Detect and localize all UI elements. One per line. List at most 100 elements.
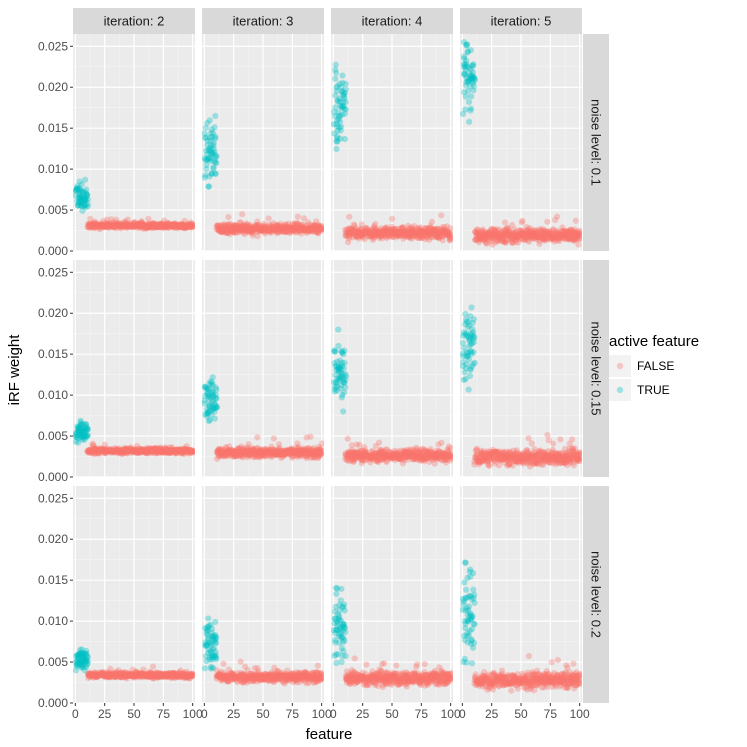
point-active	[204, 119, 211, 127]
point-inactive	[358, 232, 366, 239]
point-inactive	[304, 219, 312, 226]
point-inactive	[264, 450, 271, 457]
points	[73, 417, 195, 458]
point-inactive	[157, 221, 164, 228]
point-inactive	[541, 230, 548, 237]
point-inactive	[522, 234, 529, 241]
point-inactive	[389, 449, 396, 457]
point-inactive	[311, 222, 319, 229]
point-inactive	[431, 451, 438, 458]
point-inactive	[107, 672, 115, 679]
point-inactive	[96, 448, 103, 455]
point-inactive	[473, 226, 481, 233]
point-inactive	[376, 227, 383, 234]
point-inactive	[220, 675, 227, 682]
point-inactive	[381, 227, 388, 234]
point-inactive	[114, 220, 121, 227]
point-inactive	[507, 449, 514, 456]
point-inactive	[224, 450, 231, 457]
point-inactive	[177, 447, 184, 454]
point-inactive	[153, 669, 160, 676]
point-inactive	[254, 675, 261, 683]
point-inactive	[123, 445, 130, 452]
point-inactive	[541, 458, 548, 465]
point-active	[471, 77, 478, 84]
point-inactive	[263, 227, 270, 234]
point-inactive	[110, 222, 117, 229]
point-inactive	[247, 675, 255, 682]
point-active	[465, 88, 472, 95]
point-inactive	[312, 228, 319, 235]
point-inactive	[447, 231, 453, 238]
point-inactive	[261, 220, 268, 227]
point-active	[334, 117, 341, 124]
point-inactive	[228, 669, 235, 677]
point-inactive	[98, 222, 105, 229]
point-active	[78, 202, 85, 209]
point-inactive	[418, 230, 425, 238]
point-active	[79, 189, 86, 196]
point-inactive	[154, 222, 162, 229]
point-inactive	[235, 225, 242, 232]
point-inactive	[409, 230, 416, 237]
point-active	[213, 153, 220, 160]
point-inactive	[359, 230, 366, 238]
point-inactive	[286, 449, 293, 456]
point-inactive	[523, 447, 530, 454]
point-active	[337, 102, 344, 110]
point-inactive	[216, 448, 223, 455]
point-inactive	[122, 669, 129, 676]
point-inactive	[511, 451, 518, 458]
point-inactive	[94, 673, 101, 680]
point-inactive	[351, 451, 358, 458]
point-inactive	[379, 454, 386, 461]
point-inactive	[419, 228, 426, 236]
point-inactive	[243, 447, 251, 454]
point-inactive	[244, 667, 251, 674]
point-inactive	[534, 457, 541, 464]
point-inactive	[249, 447, 257, 454]
point-inactive	[266, 449, 273, 456]
point-inactive	[155, 222, 162, 230]
point-inactive	[512, 236, 520, 243]
point-inactive	[428, 230, 435, 237]
point-inactive	[316, 451, 323, 458]
point-active	[342, 98, 349, 106]
point-inactive	[565, 229, 572, 237]
point-inactive	[91, 451, 98, 458]
point-active	[461, 55, 468, 62]
point-inactive	[127, 221, 134, 228]
point-inactive	[225, 228, 232, 235]
point-active	[342, 376, 349, 383]
point-inactive	[528, 450, 536, 458]
point-inactive	[447, 453, 453, 460]
point-inactive	[293, 447, 300, 454]
point-inactive	[547, 233, 555, 240]
point-active	[82, 655, 89, 663]
point-inactive	[303, 434, 310, 441]
point-inactive	[511, 458, 519, 465]
point-inactive	[352, 225, 359, 232]
point-inactive	[100, 673, 107, 680]
point-inactive	[245, 450, 252, 458]
point-inactive	[109, 223, 116, 231]
point-inactive	[534, 233, 541, 241]
point-inactive	[185, 673, 192, 680]
point-inactive	[370, 234, 378, 241]
point-active	[470, 74, 478, 81]
point-inactive	[388, 227, 395, 234]
point-inactive	[426, 230, 434, 237]
point-inactive	[506, 233, 513, 240]
point-inactive	[277, 451, 284, 458]
point-inactive	[145, 673, 152, 680]
point-inactive	[293, 221, 300, 228]
point-inactive	[139, 220, 146, 227]
point-inactive	[163, 671, 170, 679]
point-inactive	[225, 220, 232, 228]
point-inactive	[307, 445, 314, 453]
point-inactive	[136, 220, 143, 227]
point-inactive	[497, 450, 504, 458]
point-inactive	[159, 222, 166, 229]
point-inactive	[253, 222, 260, 229]
point-inactive	[418, 233, 425, 240]
